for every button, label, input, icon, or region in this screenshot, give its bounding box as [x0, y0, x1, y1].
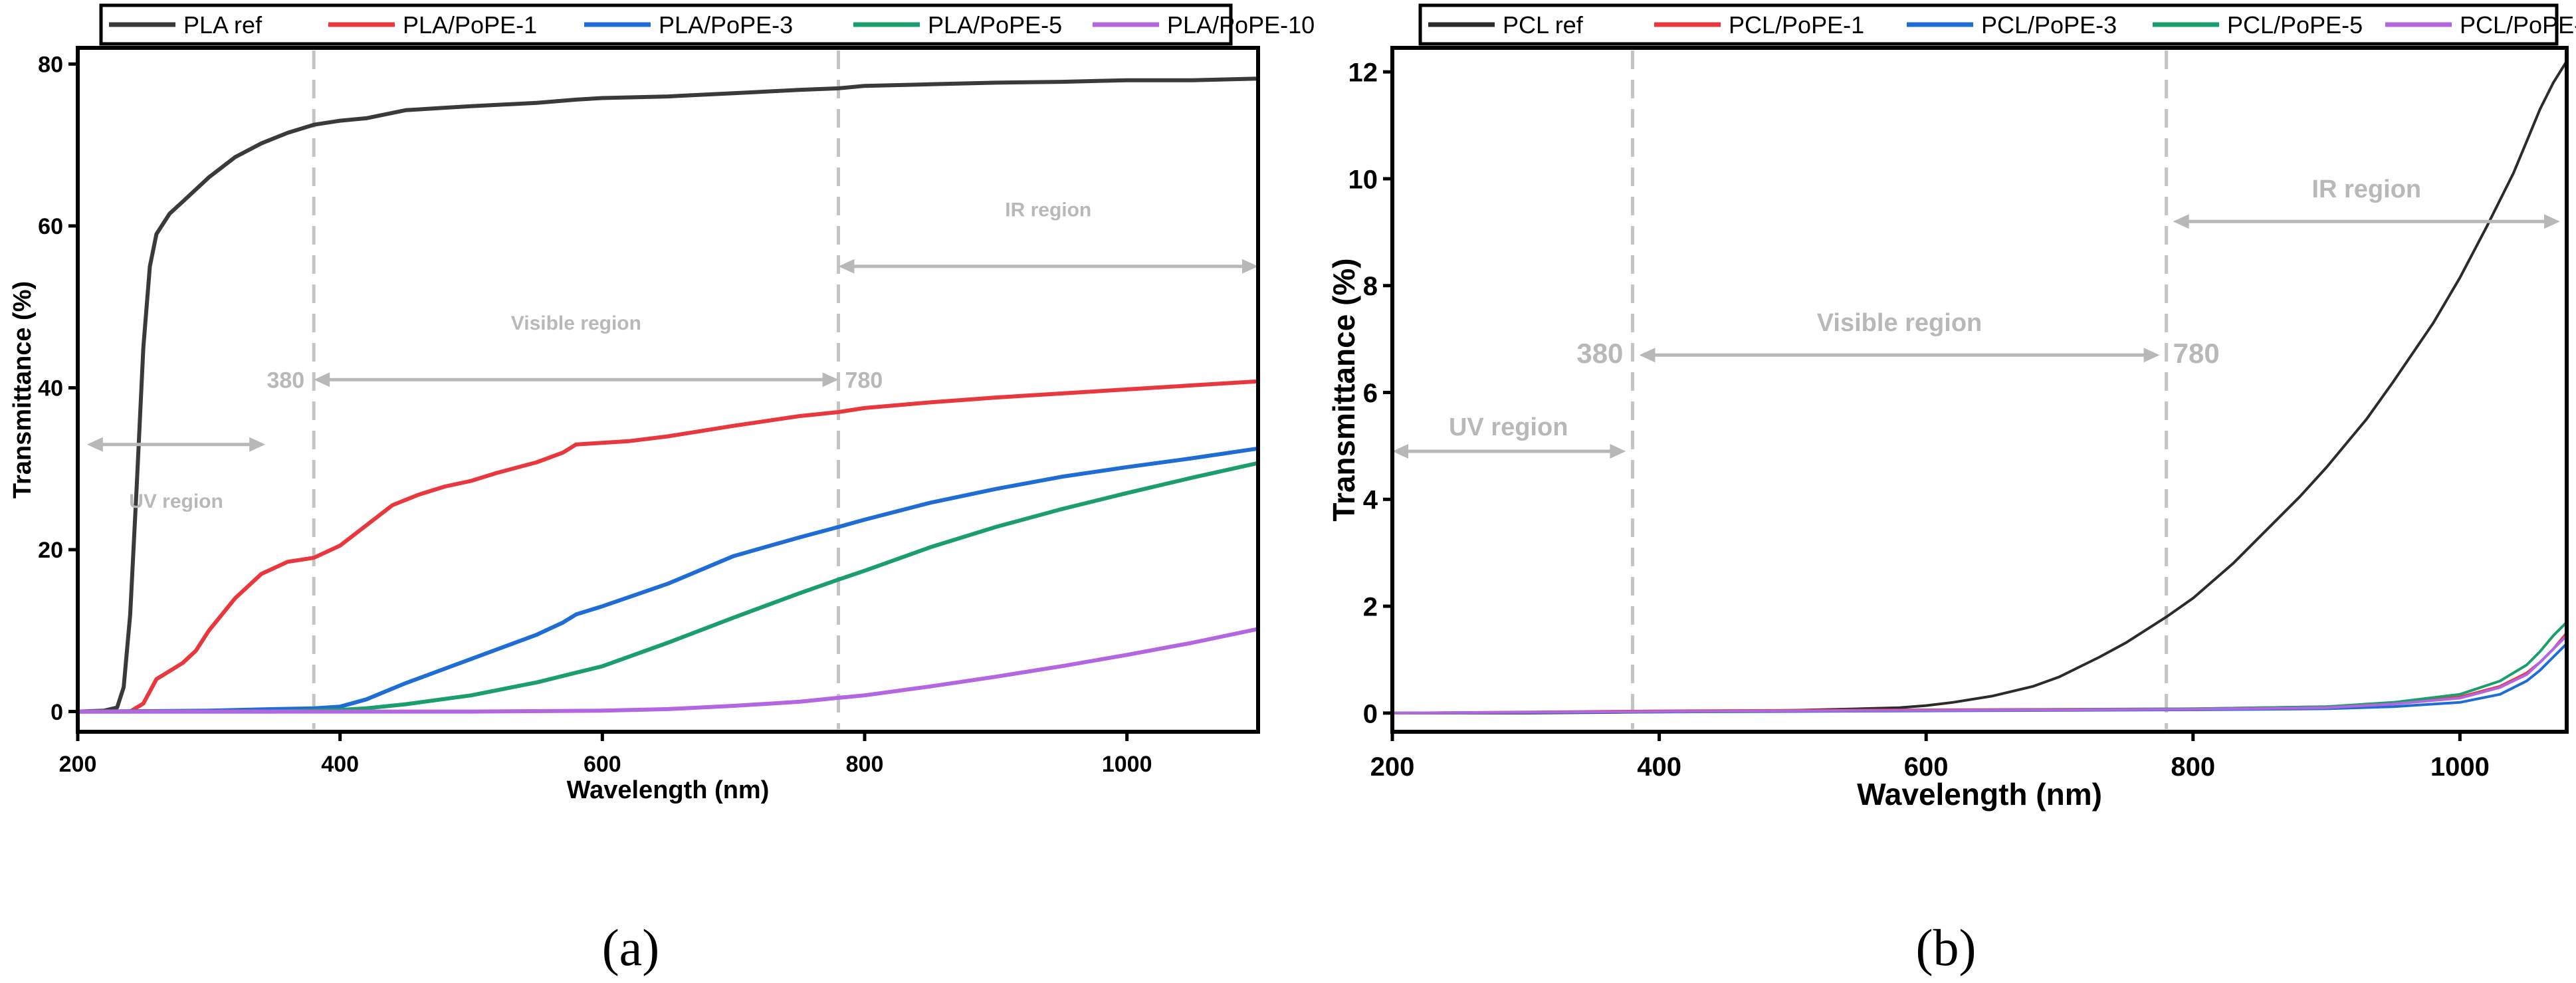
- legend-label-1: PCL ref: [1503, 11, 1584, 39]
- x-tick-label: 800: [846, 752, 884, 777]
- wavelength-marker-380: 380: [1576, 338, 1623, 369]
- y-axis-title: Transmittance (%): [1327, 258, 1361, 521]
- x-axis-title: Wavelength (nm): [567, 776, 770, 804]
- y-tick-label: 6: [1363, 379, 1378, 408]
- chart-panel-a: UV region Visible region IR region 380 780 20…: [9, 3, 1315, 804]
- x-tick-label: 200: [1370, 752, 1415, 782]
- series-line-1: [77, 76, 1259, 714]
- y-tick-label: 20: [38, 538, 63, 563]
- legend-label-5: PCL/PoPE-10: [2460, 11, 2576, 39]
- series-line-5: [78, 627, 1259, 714]
- ir-region-arrow-head-right: [1242, 259, 1258, 274]
- uv-region-arrow-head-left: [86, 437, 103, 452]
- x-tick-label: 400: [1637, 752, 1681, 782]
- x-tick-label: 600: [1904, 752, 1949, 782]
- ir-region-arrow-head-left: [2173, 214, 2189, 229]
- uv-region-arrow-head-left: [1392, 443, 1408, 459]
- legend-label-2: PCL/PoPE-1: [1729, 11, 1864, 39]
- x-tick-label: 1000: [1102, 752, 1152, 777]
- panel-label-a: (a): [602, 919, 660, 976]
- series-line-2: [78, 379, 1259, 714]
- legend-label-3: PCL/PoPE-3: [1981, 11, 2117, 39]
- legend-label-5: PLA/PoPE-10: [1167, 11, 1315, 39]
- y-tick-label: 40: [38, 376, 63, 401]
- panel-label-b: (b): [1916, 919, 1977, 976]
- ir-region-label: IR region: [1005, 199, 1091, 221]
- legend-label-4: PCL/PoPE-5: [2227, 11, 2363, 39]
- legend-label-3: PLA/PoPE-3: [659, 11, 793, 39]
- series-line-4: [1392, 621, 2568, 714]
- x-tick-label: 1000: [2430, 752, 2490, 782]
- visible-region-arrow-head-left: [314, 372, 330, 387]
- uv-region-label: UV region: [1449, 413, 1568, 441]
- uv-region-arrow-head-right: [1610, 443, 1626, 459]
- x-tick-label: 800: [2171, 752, 2215, 782]
- legend-label-4: PLA/PoPE-5: [928, 11, 1062, 39]
- legend-label-1: PLA ref: [183, 11, 263, 39]
- ir-region-label: IR region: [2311, 175, 2421, 203]
- uv-region-arrow-head-right: [249, 437, 266, 452]
- series-line-1: [1392, 60, 2568, 714]
- legend-box: [1418, 3, 2559, 46]
- plot-frame: [76, 46, 1260, 734]
- visible-region-arrow-head-left: [1639, 348, 1656, 363]
- wavelength-marker-780: 780: [845, 368, 883, 393]
- uv-region-label: UV region: [129, 491, 223, 512]
- series-line-5: [1392, 634, 2568, 714]
- visible-region-arrow-head-right: [822, 372, 839, 387]
- x-tick-label: 600: [584, 752, 621, 777]
- y-tick-label: 10: [1348, 165, 1378, 194]
- series-line-4: [78, 461, 1259, 714]
- y-tick-label: 60: [38, 214, 63, 239]
- ir-region-arrow-head-right: [2543, 214, 2560, 229]
- wavelength-marker-780: 780: [2173, 338, 2220, 369]
- visible-region-label: Visible region: [511, 312, 641, 334]
- y-tick-label: 8: [1363, 272, 1378, 301]
- legend-label-2: PLA/PoPE-1: [403, 11, 537, 39]
- y-tick-label: 0: [1363, 699, 1378, 728]
- x-axis-title: Wavelength (nm): [1857, 777, 2102, 812]
- series-line-3: [77, 446, 1259, 714]
- wavelength-marker-380: 380: [267, 368, 304, 393]
- visible-region-arrow-head-right: [2143, 348, 2160, 363]
- y-tick-label: 0: [51, 700, 63, 725]
- x-tick-label: 200: [59, 752, 97, 777]
- y-tick-label: 12: [1348, 58, 1378, 88]
- series-line-2: [1392, 632, 2568, 714]
- x-tick-label: 400: [321, 752, 359, 777]
- ir-region-arrow-head-left: [838, 259, 855, 274]
- y-axis-title: Transmittance (%): [9, 281, 37, 498]
- y-tick-label: 80: [38, 53, 63, 78]
- plot-frame: [1390, 46, 2569, 734]
- legend-box: [99, 3, 1233, 46]
- visible-region-label: Visible region: [1817, 309, 1982, 337]
- y-tick-label: 2: [1363, 592, 1378, 621]
- y-tick-label: 4: [1363, 486, 1378, 515]
